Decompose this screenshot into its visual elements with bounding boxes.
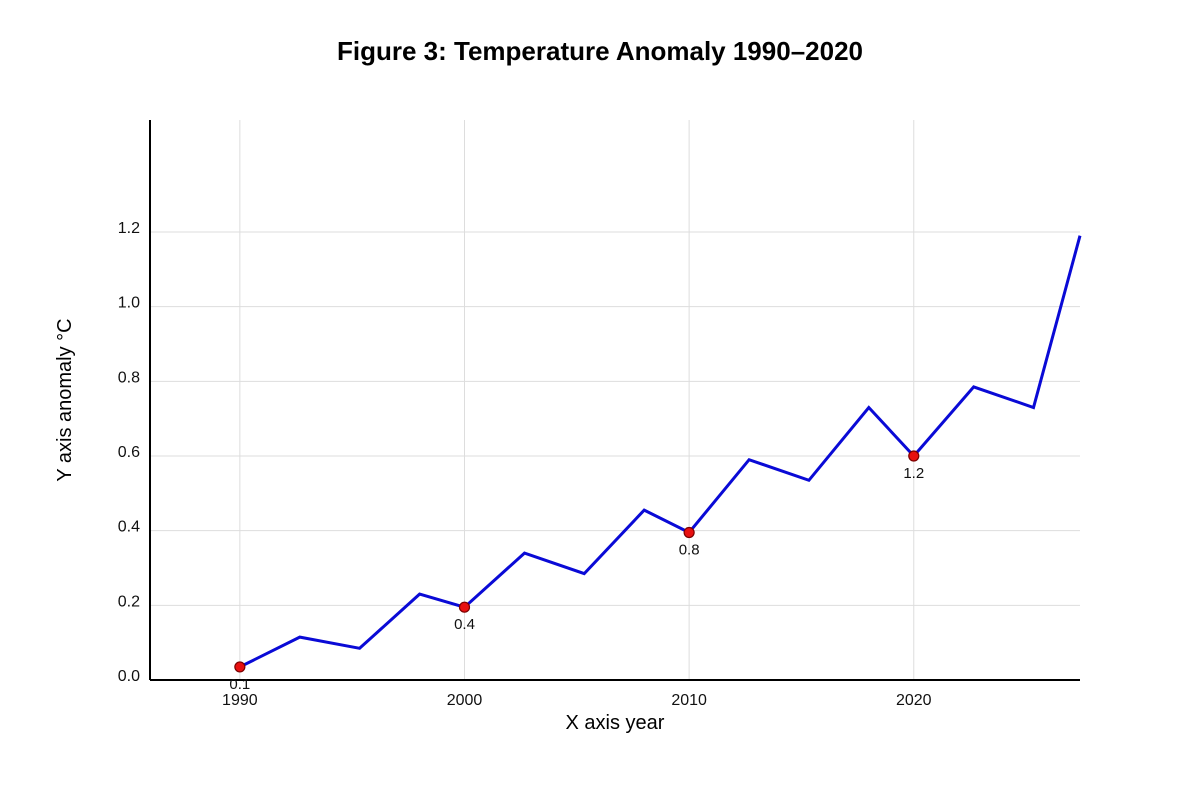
chart-title: Figure 3: Temperature Anomaly 1990–2020	[337, 36, 863, 66]
series-group	[239, 235, 1082, 669]
axes	[149, 120, 1080, 681]
data-label-0: 0.1	[229, 676, 250, 693]
grid	[150, 120, 1080, 680]
x-axis-label: X axis year	[566, 712, 665, 734]
x-tick-label-2: 2010	[671, 692, 707, 709]
y-tick-label-0: 0.0	[118, 668, 140, 685]
series-line-0	[239, 235, 1082, 669]
data-point-3	[908, 450, 920, 462]
data-label-3: 1.2	[903, 465, 924, 482]
y-tick-label-6: 1.2	[118, 220, 140, 237]
x-tick-label-0: 1990	[222, 692, 258, 709]
x-tick-label-3: 2020	[896, 692, 932, 709]
x-tick-label-1: 2000	[447, 692, 483, 709]
y-tick-label-4: 0.8	[118, 369, 140, 386]
data-point-2	[683, 526, 695, 539]
tick-labels: 0.0 0.2 0.4 0.6 0.8 1.0 1.2 1990 2000 2010 2020	[118, 220, 932, 709]
data-label-2: 0.8	[679, 542, 700, 559]
y-tick-label-2: 0.4	[118, 519, 140, 536]
y-axis-label: Y axis anomaly °C	[54, 318, 76, 481]
data-point-0	[234, 661, 246, 673]
y-tick-label-1: 0.2	[118, 593, 140, 610]
y-tick-label-5: 1.0	[118, 295, 140, 312]
y-tick-label-3: 0.6	[118, 444, 140, 461]
data-label-1: 0.4	[454, 616, 475, 633]
data-point-1	[458, 601, 471, 613]
markers-group: 0.1 0.4 0.8 1.2	[229, 450, 924, 693]
